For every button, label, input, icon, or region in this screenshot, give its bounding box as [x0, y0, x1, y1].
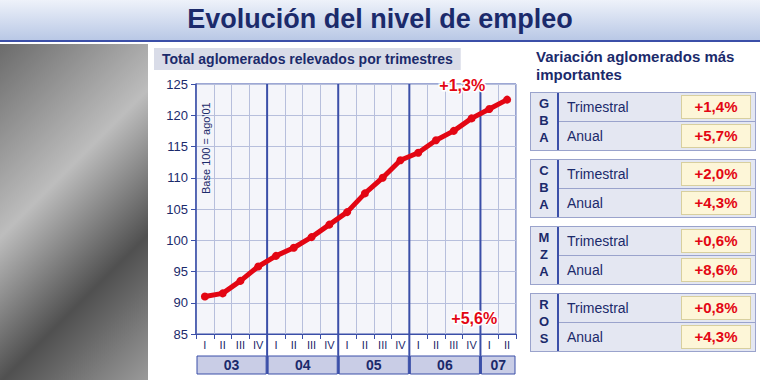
svg-text:125: 125	[166, 77, 188, 92]
svg-text:110: 110	[167, 170, 188, 185]
svg-text:IV: IV	[324, 339, 335, 351]
html-text:Evolución del nivel de empleo: Evolución del nivel de empleo	[187, 4, 573, 34]
html-text:+1,4%: +1,4%	[694, 98, 738, 115]
svg-text:I: I	[346, 339, 349, 351]
svg-text:IV: IV	[395, 339, 406, 351]
svg-text:I: I	[203, 339, 206, 351]
html-text:+0,8%: +0,8%	[694, 299, 738, 316]
html-text:MZA: MZA	[536, 230, 552, 281]
svg-text:07: 07	[490, 357, 506, 373]
svg-text:95: 95	[174, 264, 188, 279]
html-text:Anual: Anual	[567, 262, 603, 278]
html-text:+0,6%: +0,6%	[694, 232, 738, 249]
html-text:+4,3%: +4,3%	[694, 328, 738, 345]
svg-text:03: 03	[224, 357, 240, 373]
svg-text:Total aglomerados relevados po: Total aglomerados relevados por trimestr…	[162, 51, 453, 67]
svg-text:IV: IV	[253, 339, 264, 351]
html-text:Trimestral: Trimestral	[567, 166, 629, 182]
svg-text:05: 05	[366, 357, 382, 373]
svg-text:120: 120	[166, 108, 188, 123]
html-text:+2,0%: +2,0%	[694, 165, 738, 182]
svg-text:II: II	[504, 339, 510, 351]
svg-text:I: I	[274, 339, 277, 351]
svg-text:III: III	[378, 339, 387, 351]
svg-text:85: 85	[174, 327, 188, 342]
html-text:Variación aglomerados más impo: Variación aglomerados más importantes	[536, 48, 735, 83]
html-text:+8,6%: +8,6%	[694, 261, 738, 278]
html-text:CBA: CBA	[536, 163, 552, 214]
svg-text:II: II	[220, 339, 226, 351]
svg-text:90: 90	[174, 295, 188, 310]
svg-text:I: I	[417, 339, 420, 351]
svg-text:II: II	[291, 339, 297, 351]
svg-text:II: II	[362, 339, 368, 351]
svg-text:+1,3%: +1,3%	[439, 77, 485, 94]
html-text:Anual: Anual	[567, 128, 603, 144]
html-text:GBA: GBA	[536, 96, 552, 147]
svg-text:III: III	[449, 339, 458, 351]
svg-text:100: 100	[166, 233, 188, 248]
svg-text:III: III	[236, 339, 245, 351]
svg-text:I: I	[488, 339, 491, 351]
html-text:Anual: Anual	[567, 195, 603, 211]
svg-text:+5,6%: +5,6%	[451, 310, 497, 327]
html-text:+5,7%: +5,7%	[694, 127, 738, 144]
svg-text:III: III	[307, 339, 316, 351]
svg-text:II: II	[433, 339, 439, 351]
html-text:+4,3%: +4,3%	[694, 194, 738, 211]
svg-text:105: 105	[166, 202, 188, 217]
svg-text:IV: IV	[466, 339, 477, 351]
html-text:Trimestral: Trimestral	[567, 233, 629, 249]
html-text:Trimestral: Trimestral	[567, 300, 629, 316]
svg-text:Base 100 = ago'01: Base 100 = ago'01	[200, 102, 212, 194]
html-text:Trimestral: Trimestral	[567, 99, 629, 115]
svg-text:06: 06	[437, 357, 453, 373]
html-text:Anual: Anual	[567, 329, 603, 345]
svg-text:04: 04	[295, 357, 311, 373]
html-text:ROS: ROS	[536, 297, 552, 348]
svg-text:115: 115	[167, 139, 188, 154]
